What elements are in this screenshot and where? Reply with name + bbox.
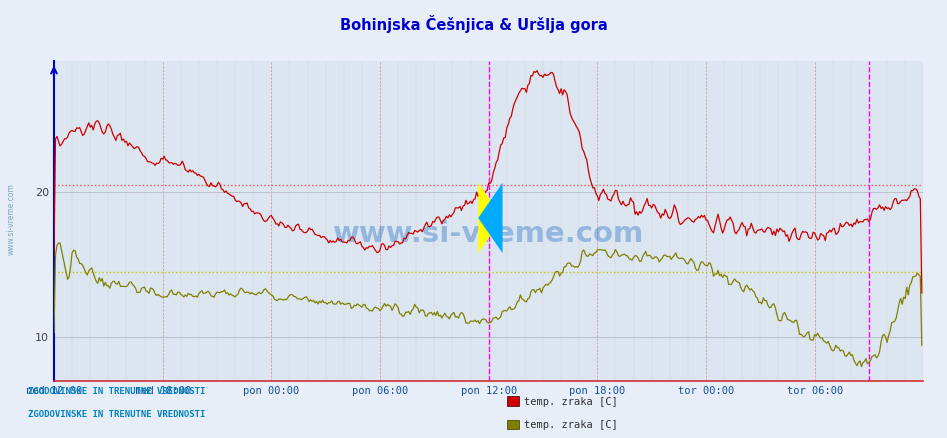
Text: ZGODOVINSKE IN TRENUTNE VREDNOSTI: ZGODOVINSKE IN TRENUTNE VREDNOSTI <box>28 410 205 419</box>
Text: www.si-vreme.com: www.si-vreme.com <box>7 183 16 255</box>
Text: temp. zraka [C]: temp. zraka [C] <box>524 420 617 430</box>
Text: temp. zraka [C]: temp. zraka [C] <box>524 397 617 406</box>
Polygon shape <box>478 183 503 253</box>
Text: ZGODOVINSKE IN TRENUTNE VREDNOSTI: ZGODOVINSKE IN TRENUTNE VREDNOSTI <box>28 387 205 396</box>
Text: Bohinjska Češnjica & Uršlja gora: Bohinjska Češnjica & Uršlja gora <box>340 15 607 33</box>
Text: www.si-vreme.com: www.si-vreme.com <box>333 220 644 248</box>
Polygon shape <box>478 183 503 253</box>
